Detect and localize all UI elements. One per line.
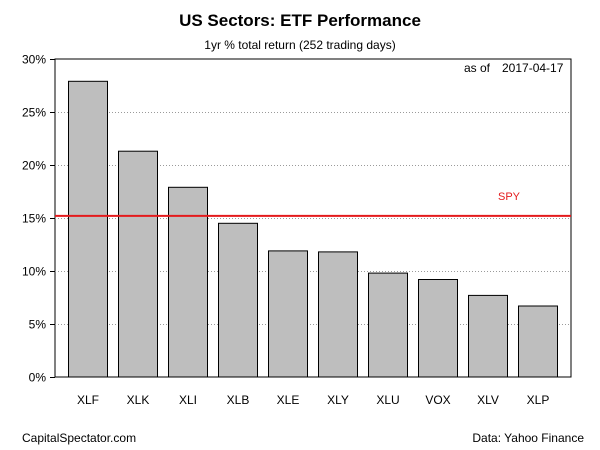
bar-vox — [418, 279, 458, 378]
as-of-label: as of — [464, 61, 491, 75]
y-axis: 0% 5% 10% 15% 20% 25% 30% — [22, 53, 55, 385]
bar-xlu — [368, 272, 408, 378]
bar-xlb — [218, 222, 258, 378]
x-axis: XLF XLK XLI XLB XLE XLY XLU VOX XLV XLP — [77, 393, 549, 407]
bar-xle — [268, 250, 308, 378]
y-tick-label: 10% — [22, 265, 46, 279]
bar-xli — [168, 186, 208, 378]
x-tick-label: XLV — [477, 393, 499, 407]
x-tick-label: XLE — [277, 393, 300, 407]
bar-xlp — [518, 305, 558, 378]
bar-xlk — [118, 150, 158, 378]
y-tick-label: 0% — [29, 371, 47, 385]
x-tick-label: XLF — [77, 393, 99, 407]
y-tick-label: 15% — [22, 212, 46, 226]
bar-xly — [318, 251, 358, 378]
as-of-date: 2017-04-17 — [502, 61, 564, 75]
x-tick-label: XLP — [527, 393, 550, 407]
x-tick-label: XLI — [179, 393, 197, 407]
x-tick-label: XLY — [327, 393, 349, 407]
x-tick-label: XLB — [227, 393, 250, 407]
bar-xlf — [68, 80, 108, 378]
x-tick-label: XLU — [376, 393, 399, 407]
y-tick-label: 30% — [22, 53, 46, 67]
chart-subtitle: 1yr % total return (252 trading days) — [204, 38, 395, 52]
y-tick-label: 5% — [29, 318, 47, 332]
y-tick-label: 20% — [22, 159, 46, 173]
footer-source-site: CapitalSpectator.com — [22, 431, 136, 445]
bars — [68, 80, 558, 378]
chart-title: US Sectors: ETF Performance — [179, 11, 421, 30]
x-tick-label: VOX — [425, 393, 450, 407]
spy-reference-label: SPY — [498, 191, 521, 203]
bar-xlv — [468, 294, 508, 378]
y-tick-label: 25% — [22, 106, 46, 120]
x-tick-label: XLK — [127, 393, 150, 407]
footer-data-credit: Data: Yahoo Finance — [472, 431, 584, 445]
